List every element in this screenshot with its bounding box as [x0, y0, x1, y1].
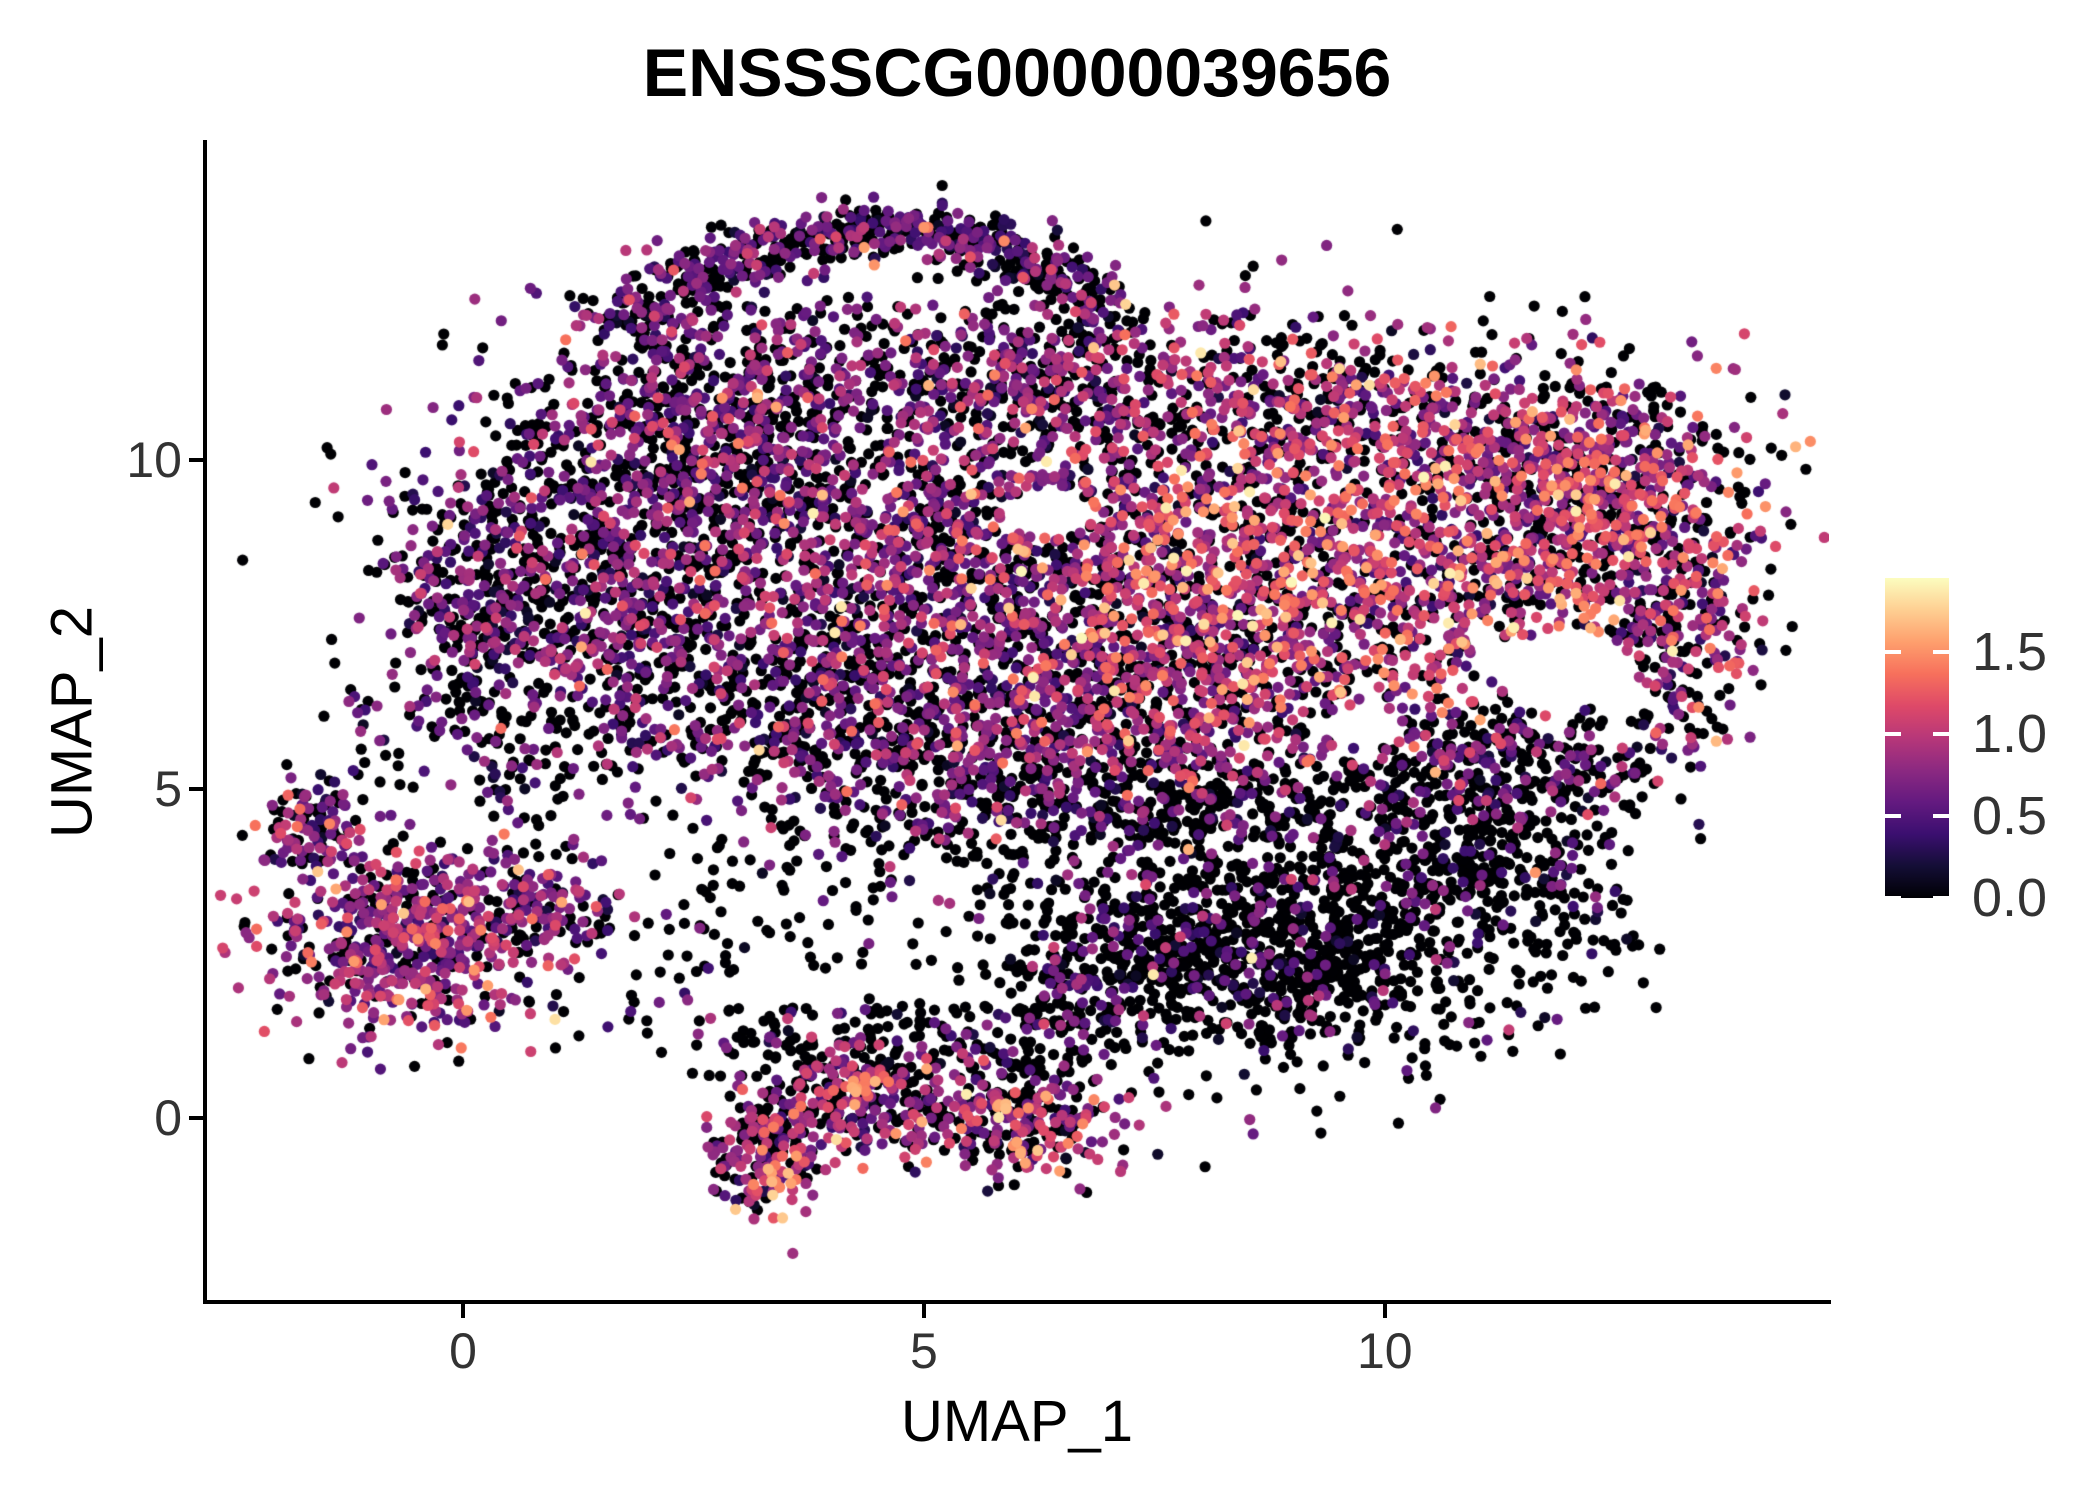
colorbar-tick-mark [1885, 649, 1901, 654]
umap-scatter-canvas [205, 142, 1829, 1302]
y-axis-tick-label: 0 [154, 1089, 182, 1146]
x-axis-tick-label: 5 [910, 1323, 938, 1379]
x-axis-title: UMAP_1 [900, 1389, 1134, 1454]
colorbar-tick-mark [1933, 731, 1949, 736]
colorbar-tick-label: 0.5 [1972, 785, 2048, 846]
colorbar-tick-mark [1885, 813, 1901, 818]
colorbar-tick-mark [1885, 896, 1901, 900]
colorbar-tick-label: 1.0 [1972, 703, 2048, 764]
colorbar-tick-mark [1933, 813, 1949, 818]
colorbar-tick-mark [1885, 731, 1901, 736]
colorbar-tick-mark [1933, 896, 1949, 900]
y-axis-tick-mark [189, 457, 203, 462]
y-axis-tick-mark [189, 786, 203, 791]
x-axis-tick-label: 10 [1356, 1323, 1413, 1379]
y-axis-tick-label: 10 [126, 431, 182, 488]
x-axis-line [203, 1300, 1831, 1304]
colorbar-tick-label: 0.0 [1972, 868, 2048, 928]
x-axis-tick-mark [921, 1304, 926, 1318]
x-axis-tick-mark [461, 1304, 466, 1318]
y-axis-title: UMAP_2 [39, 605, 105, 839]
y-axis-tick-mark [189, 1115, 203, 1120]
y-axis-tick-label: 5 [154, 760, 182, 817]
plot-title: ENSSSCG00000039656 [642, 35, 1392, 111]
x-axis-tick-label: 0 [449, 1323, 477, 1379]
x-axis-tick-mark [1382, 1304, 1387, 1318]
colorbar-gradient [1885, 578, 1949, 898]
colorbar-tick-mark [1933, 649, 1949, 654]
colorbar-tick-label: 1.5 [1972, 621, 2048, 682]
y-axis-line [203, 140, 207, 1304]
plot-panel [205, 142, 1829, 1302]
